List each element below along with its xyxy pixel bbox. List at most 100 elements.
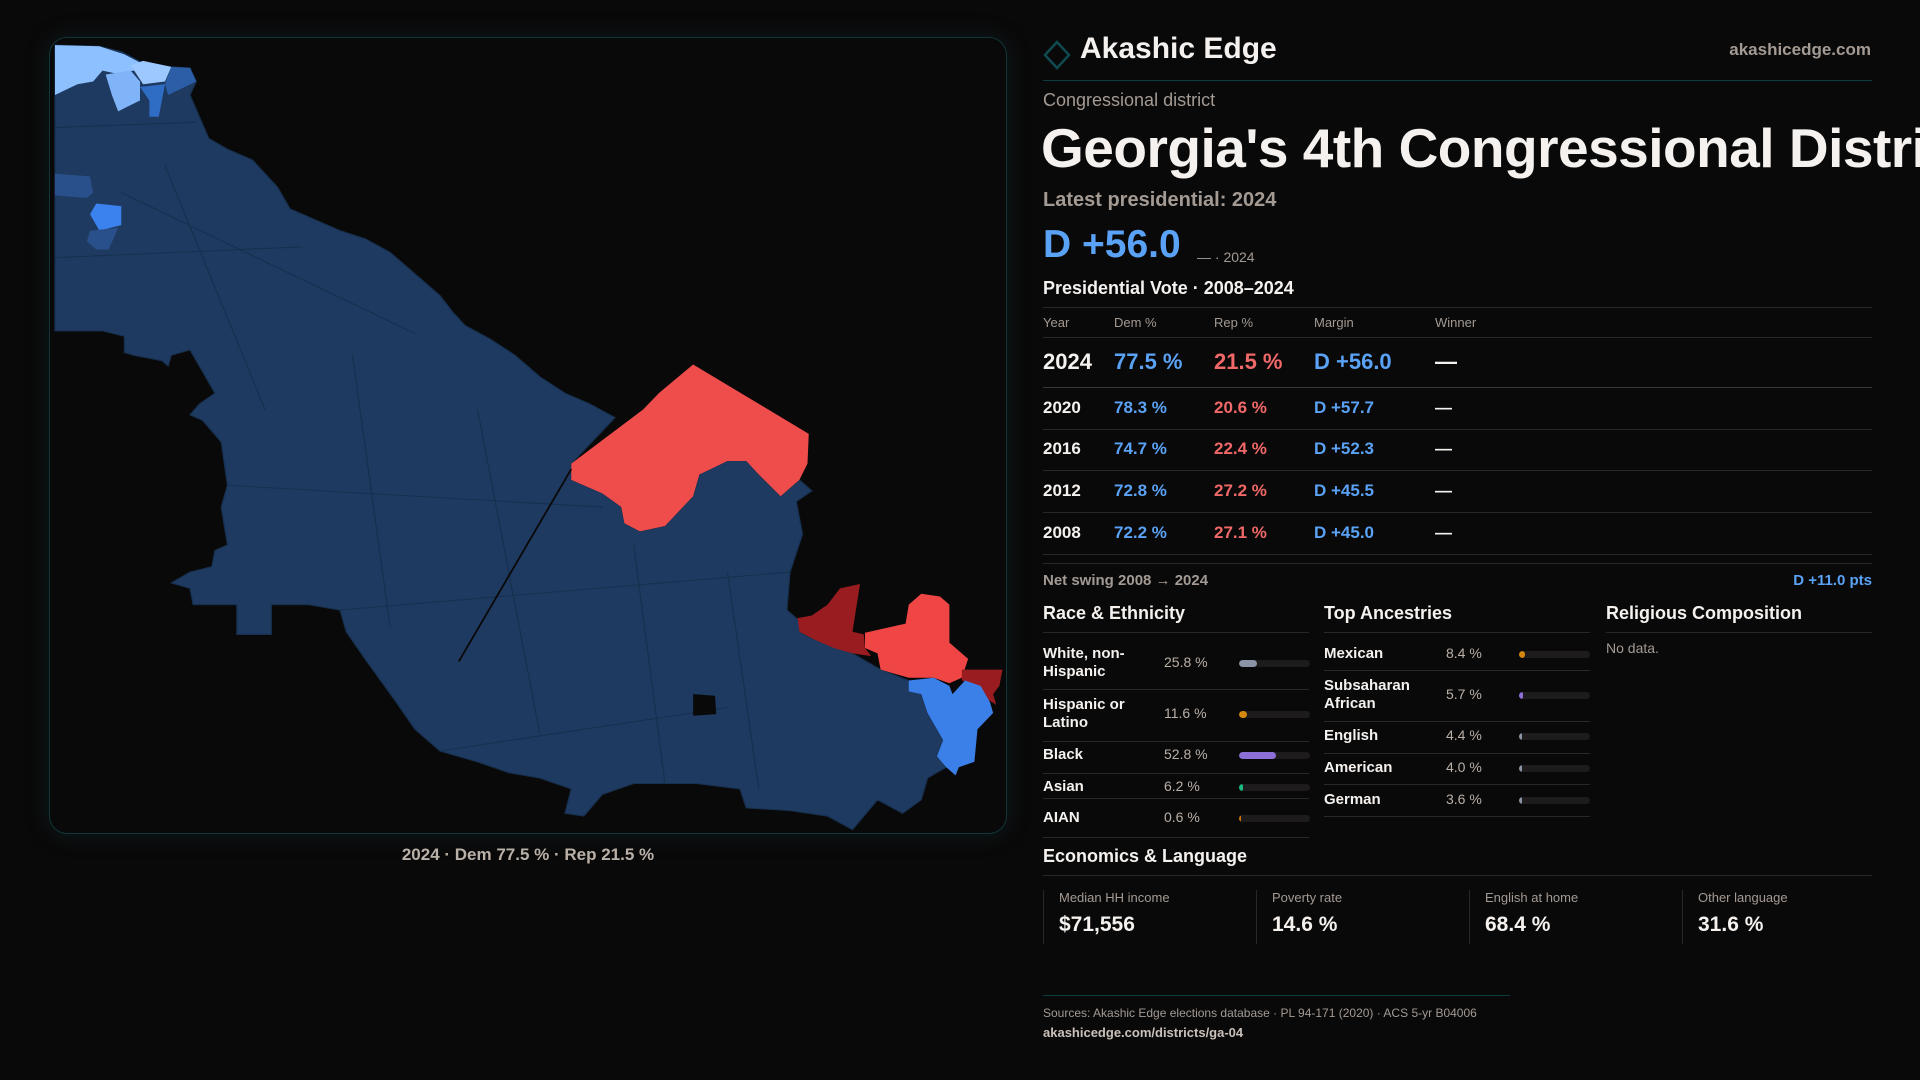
- item-label: German: [1324, 791, 1381, 808]
- latest-label: Latest presidential: 2024: [1043, 189, 1277, 211]
- map-region-dem-bright: [90, 203, 122, 231]
- district-kicker: Congressional district: [1043, 90, 1216, 110]
- map-region-dem-light: [130, 60, 172, 85]
- map-region-dem-strong: [54, 44, 948, 831]
- row-year: 2012: [1043, 481, 1081, 500]
- map-region-rep-dark: [961, 669, 1003, 705]
- map-region-dem-mid: [165, 66, 197, 96]
- row-dem: 78.3 %: [1114, 398, 1167, 417]
- economics-title: Economics & Language: [1043, 846, 1248, 866]
- religion-empty: No data.: [1606, 640, 1659, 656]
- item-bar-track: [1239, 815, 1310, 822]
- stat-card: English at home 68.4 %: [1469, 890, 1578, 944]
- row-winner: —: [1435, 349, 1457, 374]
- stat-value: $71,556: [1059, 913, 1135, 936]
- district-map[interactable]: [40, 30, 1020, 880]
- row-margin: D +52.3: [1314, 439, 1375, 458]
- ancestry-title: Top Ancestries: [1324, 603, 1453, 623]
- map-region-dem-bright: [908, 677, 994, 776]
- item-value: 4.4 %: [1446, 727, 1482, 743]
- item-label: Hispanic or Latino: [1043, 696, 1125, 731]
- col-rep: Rep %: [1214, 315, 1254, 330]
- item-bar-fill: [1239, 752, 1277, 759]
- row-dem: 72.2 %: [1114, 523, 1167, 542]
- item-label: Subsaharan African: [1324, 677, 1410, 712]
- row-rep: 27.2 %: [1214, 481, 1267, 500]
- row-rep: 27.1 %: [1214, 523, 1267, 542]
- page-title: Georgia's 4th Congressional District: [1041, 117, 1920, 179]
- item-value: 8.4 %: [1446, 645, 1482, 661]
- item-bar-track: [1519, 797, 1590, 804]
- item-bar-fill: [1519, 765, 1522, 772]
- item-bar-fill: [1239, 711, 1248, 718]
- stat-card: Poverty rate 14.6 %: [1256, 890, 1342, 944]
- vote-table-title: Presidential Vote · 2008–2024: [1043, 278, 1294, 298]
- map-region-dem-mid: [86, 227, 119, 250]
- item-bar-fill: [1239, 815, 1242, 822]
- item-bar-fill: [1519, 797, 1522, 804]
- row-rep: 20.6 %: [1214, 398, 1267, 417]
- stat-label: Other language: [1698, 890, 1788, 905]
- map-caption: 2024 · Dem 77.5 % · Rep 21.5 %: [401, 845, 655, 864]
- row-dem: 77.5 %: [1114, 349, 1183, 374]
- row-winner: —: [1435, 523, 1452, 542]
- map-panel: [49, 37, 1007, 834]
- map-region-rep-dark: [797, 584, 872, 657]
- map-region-rep: [571, 364, 809, 532]
- map-region-dem-light: [105, 70, 140, 112]
- item-value: 25.8 %: [1164, 654, 1208, 670]
- row-margin: D +45.0: [1314, 523, 1375, 542]
- item-value: 11.6 %: [1164, 705, 1207, 721]
- item-label: English: [1324, 727, 1379, 744]
- stat-value: 68.4 %: [1485, 913, 1551, 936]
- brand-name: Akashic Edge: [1080, 32, 1277, 65]
- item-bar-track: [1239, 752, 1310, 759]
- sources-text: Sources: Akashic Edge elections database…: [1043, 1006, 1477, 1020]
- district-url[interactable]: akashicedge.com/districts/ga-04: [1043, 1025, 1244, 1040]
- stat-label: Median HH income: [1059, 890, 1170, 905]
- race-title: Race & Ethnicity: [1043, 603, 1186, 623]
- map-hole: [693, 694, 717, 716]
- row-year: 2008: [1043, 523, 1081, 542]
- latest-margin: D +56.0: [1043, 223, 1181, 266]
- col-dem: Dem %: [1114, 315, 1157, 330]
- row-winner: —: [1435, 439, 1452, 458]
- row-rep: 22.4 %: [1214, 439, 1267, 458]
- item-label: White, non-Hispanic: [1043, 645, 1125, 680]
- row-margin: D +45.5: [1314, 481, 1375, 500]
- col-margin: Margin: [1314, 315, 1354, 330]
- item-bar-track: [1519, 651, 1590, 658]
- map-region-dem-light: [55, 45, 140, 96]
- item-value: 0.6 %: [1164, 809, 1200, 825]
- stat-value: 31.6 %: [1698, 913, 1764, 936]
- row-margin: D +56.0: [1314, 349, 1392, 374]
- item-label: Mexican: [1324, 645, 1384, 662]
- site-link[interactable]: akashicedge.com: [1729, 40, 1871, 59]
- item-bar-fill: [1519, 733, 1523, 740]
- item-bar-fill: [1239, 784, 1244, 791]
- row-dem: 72.8 %: [1114, 481, 1167, 500]
- item-bar-fill: [1239, 660, 1258, 667]
- item-bar-track: [1239, 784, 1310, 791]
- latest-meta: — · 2024: [1197, 249, 1255, 265]
- row-winner: —: [1435, 398, 1452, 417]
- stat-label: English at home: [1485, 890, 1579, 905]
- map-gap: [457, 468, 573, 662]
- item-value: 52.8 %: [1164, 746, 1208, 762]
- map-region-dem-mid: [55, 173, 94, 199]
- item-value: 4.0 %: [1446, 759, 1482, 775]
- col-winner: Winner: [1435, 315, 1477, 330]
- row-margin: D +57.7: [1314, 398, 1375, 417]
- item-bar-fill: [1519, 692, 1524, 699]
- row-year: 2020: [1043, 398, 1081, 417]
- stat-label: Poverty rate: [1272, 890, 1343, 905]
- net-swing-value: D +11.0 pts: [1793, 572, 1872, 589]
- item-label: Black: [1043, 746, 1084, 763]
- religion-title: Religious Composition: [1606, 603, 1802, 623]
- map-region-rep: [865, 593, 969, 684]
- net-swing-label: Net swing 2008 → 2024: [1043, 572, 1209, 589]
- item-value: 3.6 %: [1446, 791, 1482, 807]
- item-bar-track: [1519, 692, 1590, 699]
- stat-card: Other language 31.6 %: [1682, 890, 1788, 944]
- item-label: American: [1324, 759, 1393, 776]
